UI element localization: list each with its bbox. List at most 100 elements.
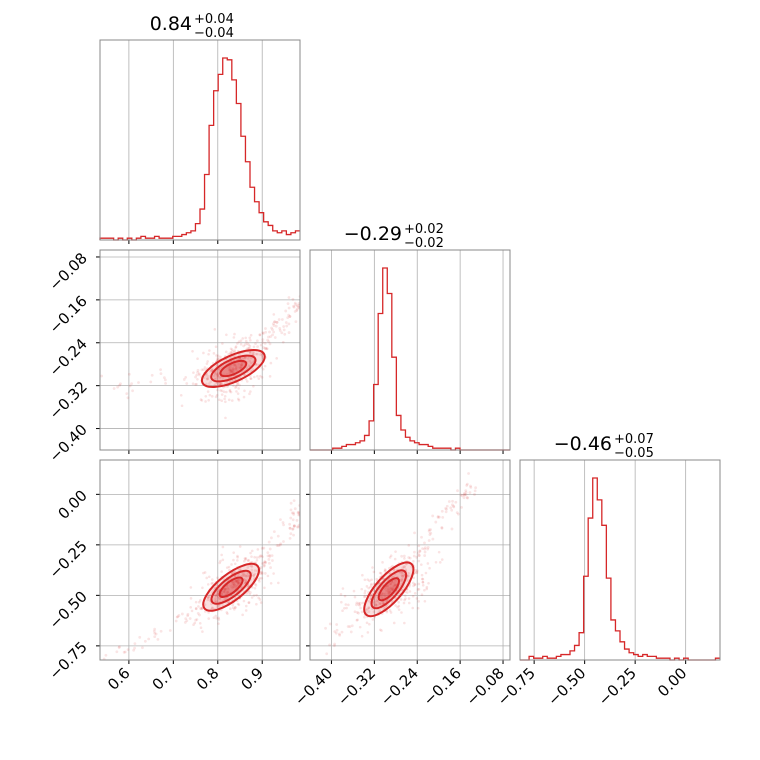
sample-point bbox=[272, 313, 276, 316]
sample-point bbox=[275, 320, 279, 324]
sample-point bbox=[380, 592, 384, 596]
sample-point bbox=[374, 602, 378, 606]
sample-point bbox=[180, 612, 184, 616]
sample-point bbox=[215, 372, 218, 375]
sample-point bbox=[263, 364, 267, 368]
sample-point bbox=[199, 607, 203, 611]
sample-point bbox=[440, 526, 444, 529]
sample-point bbox=[217, 382, 221, 385]
sample-point bbox=[286, 316, 290, 320]
sample-point bbox=[184, 617, 188, 621]
sample-point bbox=[176, 615, 180, 618]
sample-point bbox=[375, 577, 378, 581]
sample-point bbox=[388, 588, 392, 592]
sample-point bbox=[417, 559, 421, 563]
sample-point bbox=[210, 369, 214, 373]
sample-point bbox=[394, 583, 398, 587]
sample-point bbox=[389, 586, 393, 589]
sample-point bbox=[391, 588, 395, 591]
sample-point bbox=[373, 600, 377, 604]
sample-point bbox=[387, 592, 391, 596]
sample-point bbox=[220, 393, 224, 396]
sample-point bbox=[289, 501, 293, 505]
sample-point bbox=[379, 602, 382, 605]
sample-point bbox=[235, 366, 238, 369]
sample-point bbox=[389, 611, 393, 614]
sample-point bbox=[255, 593, 258, 597]
sample-point bbox=[297, 305, 300, 309]
sample-point bbox=[238, 581, 241, 585]
sample-point bbox=[428, 566, 431, 570]
sample-point bbox=[367, 606, 371, 609]
sample-point bbox=[215, 594, 218, 598]
sample-point bbox=[392, 621, 396, 625]
sample-point bbox=[431, 514, 435, 518]
sample-point bbox=[372, 610, 376, 614]
sample-point bbox=[357, 602, 361, 606]
sample-point bbox=[293, 507, 297, 511]
sample-point bbox=[258, 580, 261, 583]
sample-point bbox=[215, 600, 218, 603]
sample-point bbox=[147, 637, 151, 641]
sample-point bbox=[159, 368, 162, 372]
sample-point bbox=[337, 632, 341, 636]
sample-point bbox=[200, 399, 204, 402]
sample-point bbox=[272, 324, 276, 327]
sample-point bbox=[197, 600, 201, 604]
sample-point bbox=[217, 616, 221, 620]
sample-point bbox=[276, 534, 280, 538]
sample-point bbox=[333, 642, 337, 646]
sample-point bbox=[220, 553, 223, 557]
sample-point bbox=[355, 611, 359, 614]
sample-point bbox=[440, 526, 444, 530]
sample-point bbox=[324, 626, 327, 630]
sample-point bbox=[447, 500, 451, 503]
sample-point bbox=[259, 572, 262, 575]
sample-point bbox=[257, 377, 261, 380]
sample-point bbox=[100, 374, 104, 378]
sample-point bbox=[194, 607, 198, 611]
sample-point bbox=[118, 645, 121, 649]
sample-point bbox=[232, 384, 235, 387]
sample-point bbox=[222, 390, 226, 394]
sample-point bbox=[343, 594, 347, 598]
sample-point bbox=[257, 578, 261, 581]
sample-point bbox=[400, 611, 403, 614]
sample-point bbox=[244, 558, 247, 561]
sample-point bbox=[264, 330, 268, 334]
sample-point bbox=[370, 593, 374, 597]
sample-point bbox=[207, 575, 211, 579]
sample-point bbox=[201, 586, 204, 590]
sample-point bbox=[350, 624, 354, 628]
sample-point bbox=[393, 584, 396, 588]
sample-point bbox=[268, 555, 272, 558]
sample-point bbox=[251, 352, 255, 355]
sample-point bbox=[228, 369, 232, 372]
sample-point bbox=[402, 573, 406, 577]
sample-point bbox=[366, 631, 370, 634]
histogram-title-upper: +0.04 bbox=[194, 12, 234, 27]
sample-point bbox=[243, 343, 247, 346]
sample-point bbox=[358, 604, 361, 607]
sample-point bbox=[216, 374, 220, 377]
sample-point bbox=[261, 331, 265, 335]
sample-point bbox=[159, 629, 163, 633]
sample-point bbox=[243, 389, 246, 393]
x-tick-label: −0.40 bbox=[291, 664, 336, 709]
sample-point bbox=[229, 370, 233, 373]
sample-point bbox=[296, 511, 300, 515]
sample-point bbox=[198, 621, 202, 625]
sample-point bbox=[258, 598, 262, 601]
sample-point bbox=[452, 504, 455, 508]
sample-point bbox=[381, 561, 384, 564]
sample-point bbox=[217, 618, 221, 621]
sample-point bbox=[221, 342, 224, 345]
sample-point bbox=[269, 361, 273, 365]
sample-point bbox=[209, 380, 213, 384]
sample-point bbox=[196, 368, 200, 372]
sample-point bbox=[219, 355, 222, 359]
sample-point bbox=[247, 343, 250, 346]
sample-point bbox=[270, 536, 273, 540]
sample-point bbox=[194, 607, 198, 610]
sample-point bbox=[233, 350, 236, 354]
